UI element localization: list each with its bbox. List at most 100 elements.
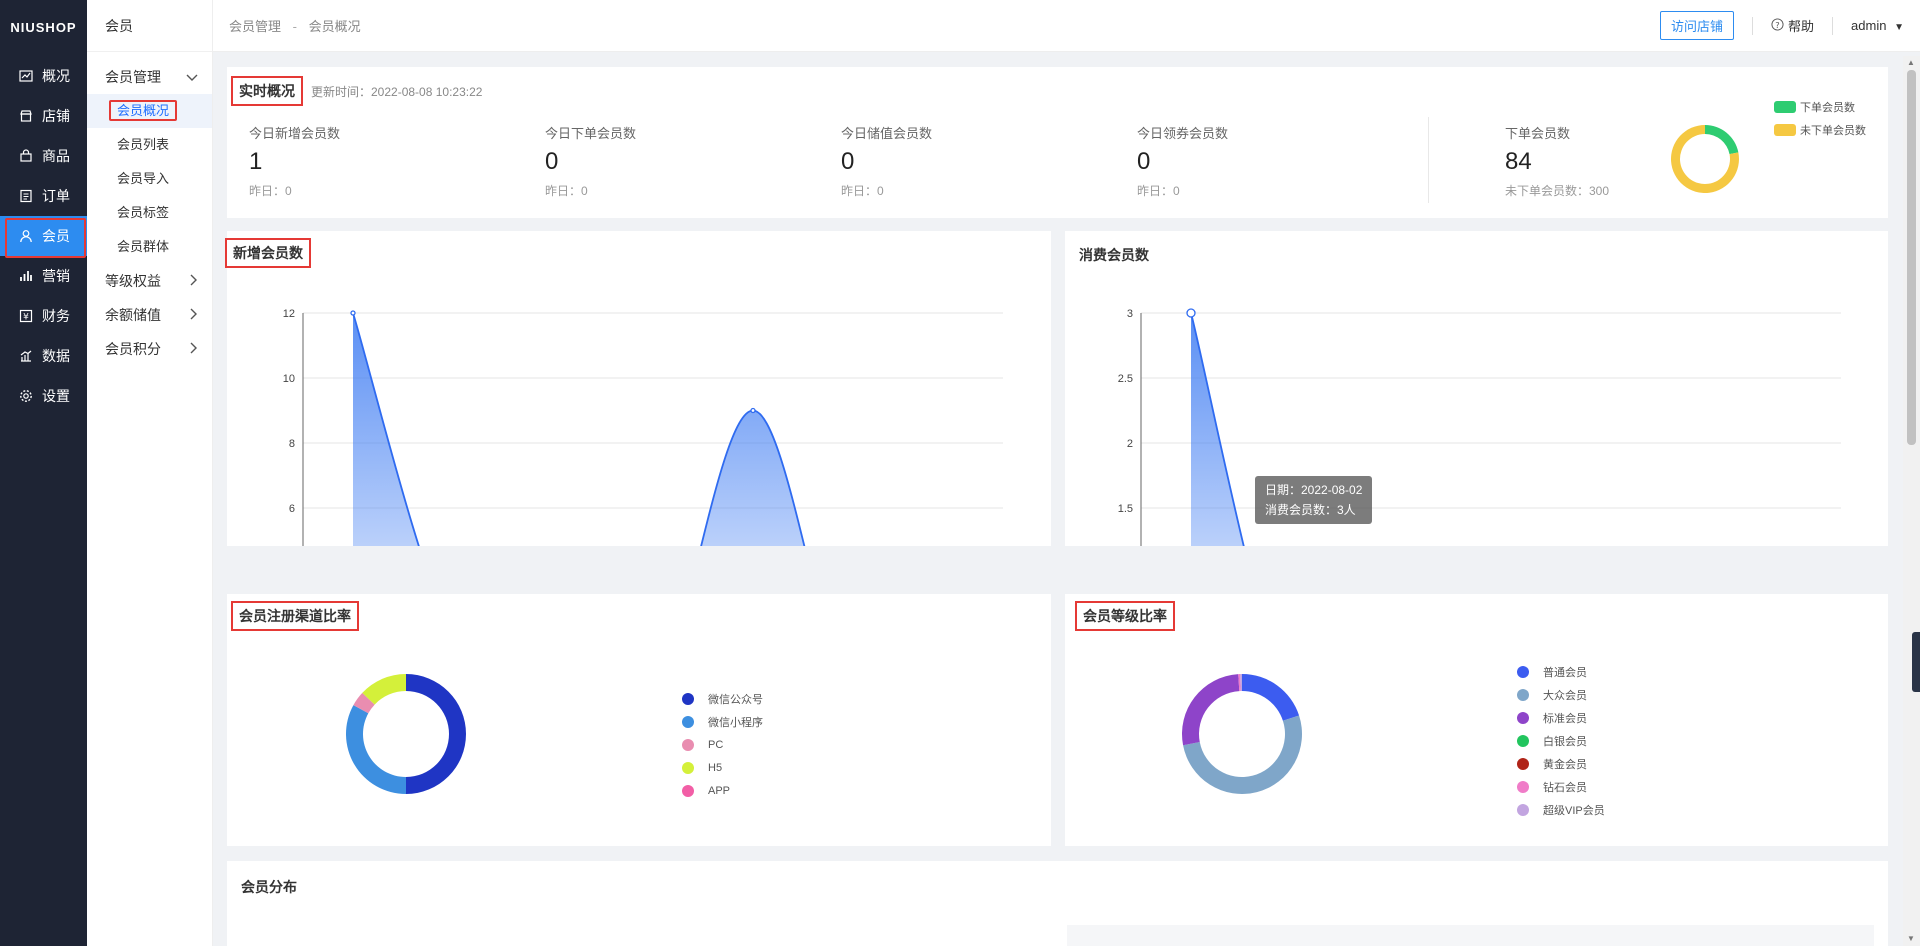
legend-item[interactable]: 微信公众号	[682, 687, 763, 710]
nav-item-data[interactable]: 数据	[0, 336, 87, 376]
subnav-group-member-manage[interactable]: 会员管理	[87, 60, 212, 94]
legend-item[interactable]: 标准会员	[1517, 706, 1605, 729]
channel-ratio-card: 会员注册渠道比率 微信公众号 微信小程序 PC H5 APP	[227, 594, 1051, 846]
nav-item-label: 数据	[42, 348, 70, 364]
subnav-link[interactable]: 会员概况	[87, 94, 212, 128]
nav-item-label: 设置	[42, 388, 70, 404]
stat-sub: 昨日：0	[249, 184, 292, 198]
svg-text:?: ?	[1775, 19, 1779, 29]
donut-slice	[346, 705, 406, 794]
consume-member-line-chart: 00.511.522.532022-08-022022-08-032022-08…	[1118, 308, 1841, 546]
legend-label: 标准会员	[1543, 712, 1587, 725]
subnav-link[interactable]: 会员群体	[87, 230, 212, 264]
legend-item[interactable]: 下单会员数	[1774, 95, 1866, 118]
subnav-group[interactable]: 余额储值	[87, 298, 212, 332]
nav-item-gear[interactable]: 设置	[0, 376, 87, 416]
donut-slice	[1182, 674, 1240, 746]
nav-item-order[interactable]: 订单	[0, 176, 87, 216]
stat-block: 今日新增会员数 1 昨日：0	[249, 123, 489, 199]
scroll-down-icon[interactable]: ▼	[1907, 934, 1915, 943]
subnav-group-label: 余额储值	[105, 307, 161, 323]
legend-swatch	[1517, 688, 1529, 701]
legend-label: 大众会员	[1543, 689, 1587, 702]
y-tick-label: 2	[1127, 438, 1133, 450]
y-tick-label: 8	[289, 438, 295, 450]
stat-label: 今日下单会员数	[545, 126, 637, 141]
legend-swatch	[1774, 123, 1796, 136]
legend-swatch	[682, 715, 694, 728]
chart-icon	[18, 68, 34, 84]
donut-slice	[406, 674, 466, 794]
legend-item[interactable]: 未下单会员数	[1774, 118, 1866, 141]
subnav-link[interactable]: 会员列表	[87, 128, 212, 162]
y-tick-label: 1.5	[1118, 503, 1133, 515]
nav-item-bag[interactable]: 商品	[0, 136, 87, 176]
data-point	[1186, 308, 1196, 318]
subnav-link-label: 会员导入	[117, 171, 170, 186]
nav-item-label: 店铺	[42, 108, 70, 124]
nav-item-store[interactable]: 店铺	[0, 96, 87, 136]
subnav-link-label: 会员概况	[109, 100, 178, 121]
legend-item[interactable]: 微信小程序	[682, 710, 763, 733]
legend-item[interactable]: 大众会员	[1517, 683, 1605, 706]
legend-item[interactable]: PC	[682, 733, 763, 756]
subnav-link[interactable]: 会员标签	[87, 196, 212, 230]
y-tick-label: 3	[1127, 308, 1133, 320]
app-logo: NIUSHOP	[10, 20, 77, 35]
legend-item[interactable]: H5	[682, 756, 763, 779]
scrollbar-thumb[interactable]	[1907, 70, 1916, 445]
legend-label: APP	[708, 784, 731, 797]
donut-slice	[1242, 674, 1300, 721]
chevron-down-icon	[186, 69, 198, 85]
nav-item-bar[interactable]: 营销	[0, 256, 87, 296]
divider	[1428, 117, 1429, 203]
visit-store-button[interactable]: 访问店铺	[1660, 11, 1735, 40]
legend-item[interactable]: APP	[682, 779, 763, 802]
breadcrumb-member-overview: 会员概况	[308, 19, 361, 34]
scroll-up-icon[interactable]: ▲	[1907, 58, 1915, 67]
legend-label: 黄金会员	[1543, 758, 1587, 771]
legend-item[interactable]: 白银会员	[1517, 729, 1605, 752]
channel-donut-chart	[346, 674, 466, 794]
page-scrollbar[interactable]: ▲ ▼	[1903, 56, 1920, 946]
order-donut-chart	[1671, 125, 1739, 193]
help-link[interactable]: ? 帮助	[1771, 16, 1814, 35]
gear-icon	[18, 388, 34, 404]
breadcrumb-member-manage[interactable]: 会员管理	[229, 19, 282, 34]
breadcrumb-separator: -	[292, 19, 297, 34]
consume-member-title: 消费会员数	[1079, 247, 1149, 263]
subnav-group[interactable]: 等级权益	[87, 264, 212, 298]
nav-item-label: 订单	[42, 188, 70, 204]
side-float-tab[interactable]	[1912, 632, 1920, 692]
subnav-group[interactable]: 会员积分	[87, 332, 212, 366]
stat-block: 今日下单会员数 0 昨日：0	[545, 123, 785, 199]
legend-item[interactable]: 超级VIP会员	[1517, 798, 1605, 821]
legend-label: PC	[708, 738, 724, 751]
legend-item[interactable]: 普通会员	[1517, 660, 1605, 683]
subnav-link-label: 会员列表	[117, 137, 170, 152]
data-point	[750, 407, 756, 414]
nav-item-money[interactable]: ¥ 财务	[0, 296, 87, 336]
legend-item[interactable]: 钻石会员	[1517, 775, 1605, 798]
legend-swatch	[1517, 734, 1529, 747]
new-member-title: 新增会员数	[225, 238, 311, 268]
admin-menu[interactable]: admin ▼	[1851, 18, 1904, 33]
nav-item-user[interactable]: 会员	[0, 216, 87, 258]
stat-value: 1	[249, 148, 263, 175]
donut-slice	[353, 692, 375, 714]
subnav-link[interactable]: 会员导入	[87, 162, 212, 196]
level-ratio-card: 会员等级比率 普通会员 大众会员 标准会员 白银会员 黄金会员 钻石会员 超级VIP会员	[1065, 594, 1888, 846]
nav-item-label: 商品	[42, 148, 70, 164]
data-icon	[18, 348, 34, 364]
legend-label: 微信小程序	[708, 716, 763, 729]
realtime-title: 实时概况	[231, 76, 303, 106]
main-sidebar: NIUSHOP 概况店铺商品订单会员 营销 ¥ 财务数据设置	[0, 0, 87, 946]
stat-label: 今日新增会员数	[249, 126, 341, 141]
nav-item-chart[interactable]: 概况	[0, 56, 87, 96]
chart-tooltip: 日期：2022-08-02 消费会员数：3人	[1255, 476, 1373, 524]
money-icon: ¥	[18, 308, 34, 324]
legend-swatch	[1517, 711, 1529, 724]
legend-item[interactable]: 黄金会员	[1517, 752, 1605, 775]
legend-swatch	[682, 692, 694, 705]
stat-block: 今日领券会员数 0 昨日：0	[1137, 123, 1377, 199]
